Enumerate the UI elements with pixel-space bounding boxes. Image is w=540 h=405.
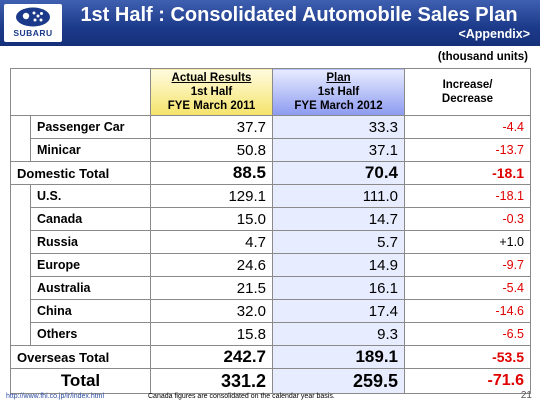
header-plan-line1: Plan bbox=[326, 72, 351, 84]
row-label: Russia bbox=[30, 230, 151, 254]
header-increase-decrease: Increase/ Decrease bbox=[404, 68, 531, 116]
logo-text: SUBARU bbox=[13, 28, 53, 38]
header-blank-cell bbox=[10, 68, 151, 116]
actual-value: 32.0 bbox=[150, 299, 273, 323]
domestic-total-plan: 70.4 bbox=[272, 161, 405, 185]
plan-value: 111.0 bbox=[272, 184, 405, 208]
header-actual-line3: FYE March 2011 bbox=[167, 100, 256, 112]
footer-note: Canada figures are consolidated on the c… bbox=[148, 393, 335, 400]
change-value: -6.5 bbox=[404, 322, 531, 346]
overseas-total-change: -53.5 bbox=[404, 345, 531, 369]
table-row: Russia 4.7 5.7 +1.0 bbox=[11, 230, 531, 254]
header-inc-line2: Decrease bbox=[441, 93, 494, 105]
overseas-indent bbox=[10, 184, 31, 346]
header-actual-line2: 1st Half bbox=[190, 86, 233, 98]
table-row: U.S. 129.1 111.0 -18.1 bbox=[10, 184, 531, 346]
table-row: Passenger Car 37.7 33.3 -4.4 bbox=[10, 115, 531, 162]
plan-value: 14.7 bbox=[272, 207, 405, 231]
footer-url-link[interactable]: http://www.fhi.co.jp/ir/index.html bbox=[6, 393, 105, 400]
table-row: Europe 24.6 14.9 -9.7 bbox=[11, 253, 531, 277]
plan-value: 33.3 bbox=[272, 115, 405, 139]
domestic-total-actual: 88.5 bbox=[150, 161, 273, 185]
change-value: -0.3 bbox=[404, 207, 531, 231]
actual-value: 15.8 bbox=[150, 322, 273, 346]
row-label: Passenger Car bbox=[30, 115, 151, 139]
domestic-total-row: Domestic Total 88.5 70.4 -18.1 bbox=[10, 161, 531, 185]
page-title: 1st Half : Consolidated Automobile Sales… bbox=[80, 4, 518, 26]
header-plan-line2: 1st Half bbox=[317, 86, 360, 98]
plan-value: 5.7 bbox=[272, 230, 405, 254]
actual-value: 4.7 bbox=[150, 230, 273, 254]
change-value: -5.4 bbox=[404, 276, 531, 300]
page-number: 21 bbox=[520, 390, 532, 401]
domestic-total-change: -18.1 bbox=[404, 161, 531, 185]
overseas-total-row: Overseas Total 242.7 189.1 -53.5 bbox=[10, 345, 531, 369]
row-label: Others bbox=[30, 322, 151, 346]
row-label: U.S. bbox=[30, 184, 151, 208]
change-value: -18.1 bbox=[404, 184, 531, 208]
header-inc-line1: Increase/ bbox=[442, 79, 493, 91]
header-actual-results: Actual Results 1st Half FYE March 2011 bbox=[150, 68, 273, 116]
change-value: +1.0 bbox=[404, 230, 531, 254]
plan-value: 17.4 bbox=[272, 299, 405, 323]
header-actual-line1: Actual Results bbox=[171, 72, 252, 84]
row-label: Canada bbox=[30, 207, 151, 231]
header-plan: Plan 1st Half FYE March 2012 bbox=[272, 68, 405, 116]
table-header-row: Actual Results 1st Half FYE March 2011 P… bbox=[10, 68, 531, 116]
slide-header: SUBARU 1st Half : Consolidated Automobil… bbox=[0, 0, 540, 46]
table-row: Others 15.8 9.3 -6.5 bbox=[11, 322, 531, 346]
plan-value: 37.1 bbox=[272, 138, 405, 162]
actual-value: 50.8 bbox=[150, 138, 273, 162]
grand-total-row: Total 331.2 259.5 -71.6 bbox=[10, 368, 531, 394]
grand-total-change: -71.6 bbox=[404, 368, 531, 394]
change-value: -9.7 bbox=[404, 253, 531, 277]
row-label: China bbox=[30, 299, 151, 323]
table-row: Australia 21.5 16.1 -5.4 bbox=[11, 276, 531, 300]
actual-value: 37.7 bbox=[150, 115, 273, 139]
change-value: -14.6 bbox=[404, 299, 531, 323]
row-label: Europe bbox=[30, 253, 151, 277]
grand-total-label: Total bbox=[10, 368, 151, 394]
table-row: China 32.0 17.4 -14.6 bbox=[11, 299, 531, 323]
overseas-total-plan: 189.1 bbox=[272, 345, 405, 369]
change-value: -13.7 bbox=[404, 138, 531, 162]
table-row: Minicar 50.8 37.1 -13.7 bbox=[11, 138, 531, 162]
row-label: Minicar bbox=[30, 138, 151, 162]
units-label: (thousand units) bbox=[437, 51, 528, 63]
sales-table: Actual Results 1st Half FYE March 2011 P… bbox=[10, 68, 531, 394]
domestic-indent bbox=[10, 115, 31, 162]
actual-value: 21.5 bbox=[150, 276, 273, 300]
page-subtitle: <Appendix> bbox=[458, 27, 530, 41]
overseas-total-actual: 242.7 bbox=[150, 345, 273, 369]
header-plan-line3: FYE March 2012 bbox=[294, 100, 383, 112]
row-label: Australia bbox=[30, 276, 151, 300]
subaru-star-emblem-icon bbox=[16, 7, 50, 27]
change-value: -4.4 bbox=[404, 115, 531, 139]
actual-value: 129.1 bbox=[150, 184, 273, 208]
subaru-logo: SUBARU bbox=[4, 4, 62, 42]
plan-value: 16.1 bbox=[272, 276, 405, 300]
overseas-total-label: Overseas Total bbox=[10, 345, 151, 369]
actual-value: 15.0 bbox=[150, 207, 273, 231]
actual-value: 24.6 bbox=[150, 253, 273, 277]
plan-value: 9.3 bbox=[272, 322, 405, 346]
plan-value: 14.9 bbox=[272, 253, 405, 277]
grand-total-plan: 259.5 bbox=[272, 368, 405, 394]
table-row: Canada 15.0 14.7 -0.3 bbox=[11, 207, 531, 231]
grand-total-actual: 331.2 bbox=[150, 368, 273, 394]
domestic-total-label: Domestic Total bbox=[10, 161, 151, 185]
